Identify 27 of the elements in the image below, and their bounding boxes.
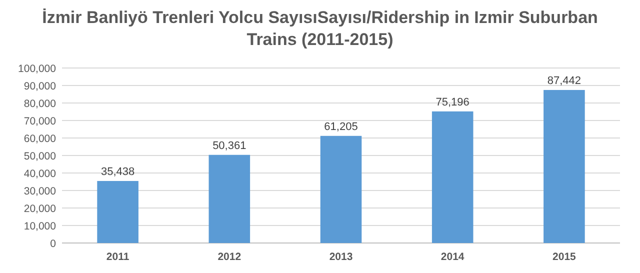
bar (544, 90, 585, 243)
y-tick-label: 0 (50, 238, 56, 250)
y-tick-label: 40,000 (24, 168, 56, 180)
x-tick-label: 2011 (106, 251, 130, 263)
chart-title: İzmir Banliyö Trenleri Yolcu SayısıSayısı/Ridership in Izmir Suburban Trains (2011-2015) (42, 8, 598, 49)
bar (97, 180, 138, 243)
y-tick-label: 100,000 (18, 63, 56, 75)
bar (432, 111, 474, 243)
x-tick-label: 2013 (329, 251, 353, 263)
y-tick-label: 10,000 (24, 220, 56, 232)
y-tick-label: 90,000 (24, 80, 56, 92)
data-label: 61,205 (324, 120, 358, 133)
data-label: 87,442 (547, 74, 582, 87)
x-tick-label: 2015 (552, 251, 576, 263)
y-tick-label: 50,000 (24, 150, 56, 162)
data-label: 35,438 (100, 166, 135, 178)
data-label: 75,196 (436, 96, 470, 108)
x-tick-label: 2012 (218, 251, 242, 263)
y-tick-label: 30,000 (24, 186, 56, 198)
y-tick-label: 20,000 (24, 203, 56, 215)
y-tick-label: 60,000 (24, 133, 56, 145)
x-tick-label: 2014 (440, 251, 464, 263)
bar (320, 136, 362, 243)
y-tick-label: 80,000 (24, 98, 56, 110)
y-tick-label: 70,000 (24, 116, 56, 128)
data-label: 50,361 (212, 140, 246, 152)
bar (208, 154, 250, 243)
